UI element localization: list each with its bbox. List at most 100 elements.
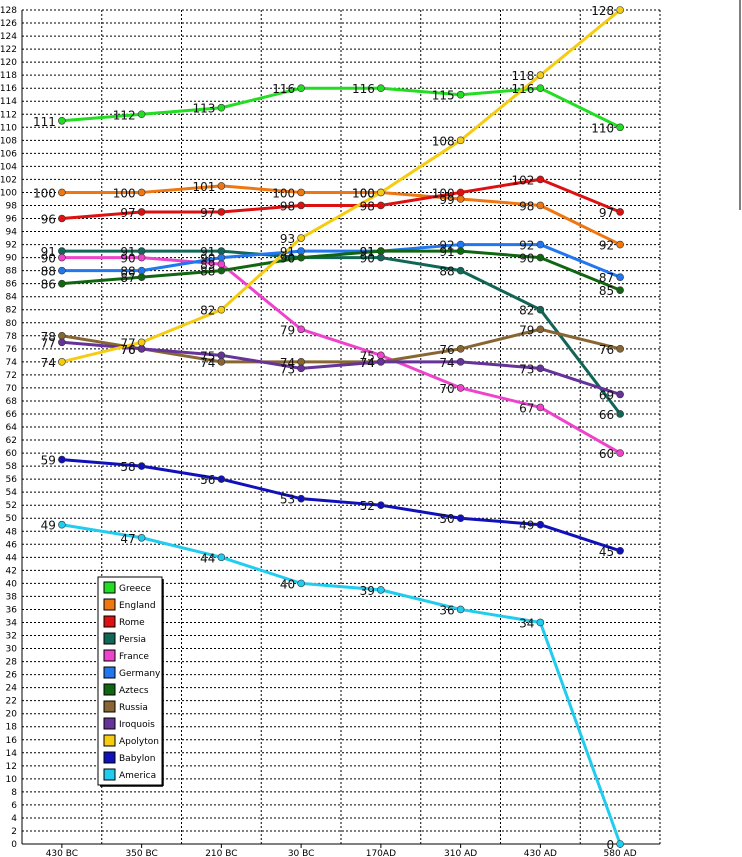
data-point-rome [536,175,545,184]
y-tick-label: 78 [6,332,18,342]
data-label-germany: 90 [200,252,215,266]
data-point-babylon [297,494,305,503]
data-point-russia [456,345,465,353]
data-point-russia [536,325,545,334]
data-point-rome [217,208,226,216]
legend-swatch [103,666,116,679]
data-point-persia [137,247,146,255]
y-tick-label: 126 [0,19,17,29]
data-point-babylon [616,546,624,555]
series-line-america [61,523,622,845]
data-label-aztecs: 91 [439,245,454,259]
data-point-babylon [217,475,226,483]
legend-swatch [103,683,116,696]
data-point-persia [536,305,545,314]
data-label-persia: 88 [439,265,454,279]
data-label-persia: 91 [120,245,135,259]
data-label-england: 100 [352,186,375,200]
series-line-greece [61,86,621,129]
y-tick-label: 90 [6,254,18,264]
data-label-america: 36 [439,603,454,617]
data-label-russia: 74 [360,356,375,370]
y-tick-label: 98 [6,201,18,211]
data-point-greece [297,84,305,92]
data-point-greece [137,110,146,119]
data-label-aztecs: 88 [200,265,215,279]
y-tick-label: 32 [6,632,17,642]
data-point-iroquois [297,364,305,373]
data-label-persia: 82 [519,304,534,318]
data-label-america: 34 [519,616,534,630]
data-label-apolyton: 100 [352,186,375,200]
data-point-germany [536,240,545,249]
data-label-france: 75 [360,349,375,363]
data-point-germany [297,247,305,255]
data-point-aztecs [377,247,385,255]
data-label-aztecs: 90 [519,252,534,266]
y-tick-label: 72 [6,371,17,381]
data-point-rome [137,208,146,216]
data-point-france [58,253,66,262]
data-label-germany: 87 [599,271,614,285]
y-tick-label: 6 [11,801,17,811]
y-tick-label: 56 [6,475,18,485]
data-point-babylon [536,520,545,529]
data-point-england [456,195,465,203]
x-tick-label: 210 BC [205,849,237,857]
data-label-babylon: 53 [280,493,295,507]
data-label-iroquois: 69 [599,388,614,402]
data-label-germany: 91 [280,245,295,259]
data-point-france [616,449,624,457]
y-tick-label: 66 [6,410,18,420]
data-point-aztecs [456,247,465,255]
y-tick-label: 82 [6,306,17,316]
data-label-babylon: 58 [120,460,135,474]
y-tick-label: 46 [6,540,18,550]
legend-label: Apolyton [119,737,159,747]
data-label-greece: 115 [432,89,455,103]
data-point-greece [377,84,385,92]
data-point-france [536,403,545,412]
y-tick-label: 22 [6,697,17,707]
data-point-greece [536,84,545,92]
data-point-aztecs [217,266,226,275]
data-point-apolyton [377,188,385,197]
y-tick-label: 16 [6,736,18,746]
data-label-apolyton: 118 [511,69,534,83]
data-point-apolyton [58,358,66,366]
data-point-apolyton [616,6,624,14]
legend-swatch [103,615,116,628]
y-tick-label: 124 [0,32,17,42]
y-tick-label: 114 [0,97,17,107]
data-label-rome: 98 [280,199,295,213]
y-tick-label: 74 [6,358,18,368]
legend-swatch [103,768,116,781]
y-tick-label: 62 [6,436,17,446]
y-tick-label: 24 [6,684,18,694]
y-tick-label: 0 [11,840,17,850]
y-tick-label: 20 [6,710,18,720]
data-point-apolyton [456,136,465,145]
data-point-iroquois [616,390,624,399]
legend-swatch [103,751,116,764]
data-point-germany [217,253,226,262]
y-tick-label: 102 [0,175,17,185]
data-label-germany: 88 [41,265,56,279]
series-line-england [61,184,621,246]
data-label-greece: 116 [272,82,295,96]
y-tick-label: 116 [0,84,17,94]
data-label-rome: 97 [200,206,215,220]
data-label-aztecs: 91 [360,245,375,259]
y-tick-label: 52 [6,501,17,511]
data-point-rome [616,208,624,216]
data-point-persia [377,253,385,262]
data-point-england [217,182,226,190]
data-point-rome [456,188,465,197]
y-tick-label: 106 [0,149,17,159]
data-label-germany: 91 [360,245,375,259]
y-tick-label: 76 [6,345,18,355]
data-point-greece [58,116,66,125]
data-label-iroquois: 77 [41,336,56,350]
legend-label: Russia [119,703,148,713]
